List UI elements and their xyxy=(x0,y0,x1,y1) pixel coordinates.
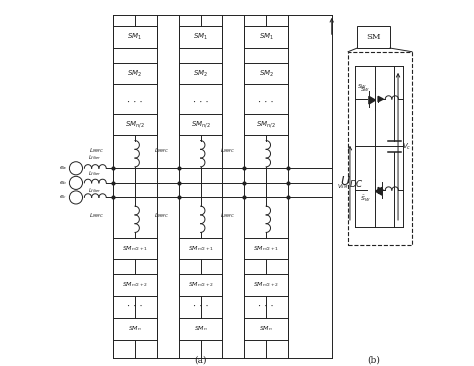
Text: $S_W$: $S_W$ xyxy=(357,82,368,91)
Text: $SM_n$: $SM_n$ xyxy=(259,324,273,333)
Bar xyxy=(244,113,288,135)
Text: $e_a$: $e_a$ xyxy=(59,164,68,172)
Bar xyxy=(244,238,288,259)
Bar xyxy=(179,274,222,296)
Text: $L_{MMC}$: $L_{MMC}$ xyxy=(155,211,170,220)
Text: $SM_{n/2+2}$: $SM_{n/2+2}$ xyxy=(188,281,213,289)
Bar xyxy=(179,238,222,259)
Text: $SM_{n/2+1}$: $SM_{n/2+1}$ xyxy=(188,244,214,253)
Text: $SM_n$: $SM_n$ xyxy=(128,324,142,333)
Text: $L_{MMC}$: $L_{MMC}$ xyxy=(155,146,170,154)
Text: $SM_n$: $SM_n$ xyxy=(194,324,208,333)
Bar xyxy=(113,113,157,135)
Bar xyxy=(357,26,390,48)
Polygon shape xyxy=(378,96,383,102)
Text: $V_{SM}$: $V_{SM}$ xyxy=(337,182,348,191)
Bar xyxy=(244,26,288,48)
Text: $L_{MMC}$: $L_{MMC}$ xyxy=(89,211,104,220)
Bar xyxy=(179,318,222,340)
Polygon shape xyxy=(375,187,382,195)
Text: $U_{DC}$: $U_{DC}$ xyxy=(340,175,364,190)
Text: (b): (b) xyxy=(367,355,380,364)
Text: $L_{MMC}$: $L_{MMC}$ xyxy=(89,146,104,154)
Text: $\bar{S}_W$: $\bar{S}_W$ xyxy=(360,194,370,204)
Text: $SM_{n/2}$: $SM_{n/2}$ xyxy=(125,119,145,130)
Polygon shape xyxy=(378,187,383,193)
Text: · · ·: · · · xyxy=(193,302,209,311)
Bar xyxy=(113,318,157,340)
Text: $S_W$: $S_W$ xyxy=(360,86,370,94)
Text: $SM_{n/2+2}$: $SM_{n/2+2}$ xyxy=(253,281,279,289)
Text: $SM_{n/2+2}$: $SM_{n/2+2}$ xyxy=(122,281,148,289)
Bar xyxy=(179,26,222,48)
Text: $e_c$: $e_c$ xyxy=(59,194,68,201)
Bar xyxy=(113,26,157,48)
Text: (a): (a) xyxy=(194,355,207,364)
Text: $SM_{n/2+1}$: $SM_{n/2+1}$ xyxy=(253,244,279,253)
Text: $L_{filter}$: $L_{filter}$ xyxy=(89,153,102,162)
Text: $L_{filter}$: $L_{filter}$ xyxy=(89,169,102,178)
Text: $SM_1$: $SM_1$ xyxy=(193,32,208,42)
Bar xyxy=(244,318,288,340)
Text: $e_b$: $e_b$ xyxy=(59,179,68,187)
Bar xyxy=(113,274,157,296)
Text: $V_c$: $V_c$ xyxy=(402,141,412,152)
Text: $SM_2$: $SM_2$ xyxy=(128,68,143,79)
Text: $SM_1$: $SM_1$ xyxy=(128,32,143,42)
Bar xyxy=(113,63,157,85)
Text: $SM_2$: $SM_2$ xyxy=(259,68,273,79)
Text: $SM_1$: $SM_1$ xyxy=(259,32,273,42)
Bar xyxy=(179,113,222,135)
Text: · · ·: · · · xyxy=(258,98,274,107)
Text: · · ·: · · · xyxy=(258,302,274,311)
Text: $L_{filter}$: $L_{filter}$ xyxy=(89,186,102,195)
Text: $L_{MMC}$: $L_{MMC}$ xyxy=(220,146,235,154)
Text: · · ·: · · · xyxy=(127,98,143,107)
Bar xyxy=(348,52,412,245)
Text: · · ·: · · · xyxy=(127,302,143,311)
Text: SM: SM xyxy=(366,33,381,41)
Text: $SM_{n/2}$: $SM_{n/2}$ xyxy=(256,119,276,130)
Text: $SM_{n/2}$: $SM_{n/2}$ xyxy=(191,119,210,130)
Text: $L_{MMC}$: $L_{MMC}$ xyxy=(220,211,235,220)
Text: $SM_{n/2+1}$: $SM_{n/2+1}$ xyxy=(122,244,148,253)
Text: · · ·: · · · xyxy=(193,98,209,107)
Polygon shape xyxy=(369,96,375,104)
Bar xyxy=(244,274,288,296)
Text: $SM_2$: $SM_2$ xyxy=(193,68,208,79)
Bar xyxy=(244,63,288,85)
Bar xyxy=(179,63,222,85)
Bar xyxy=(113,238,157,259)
